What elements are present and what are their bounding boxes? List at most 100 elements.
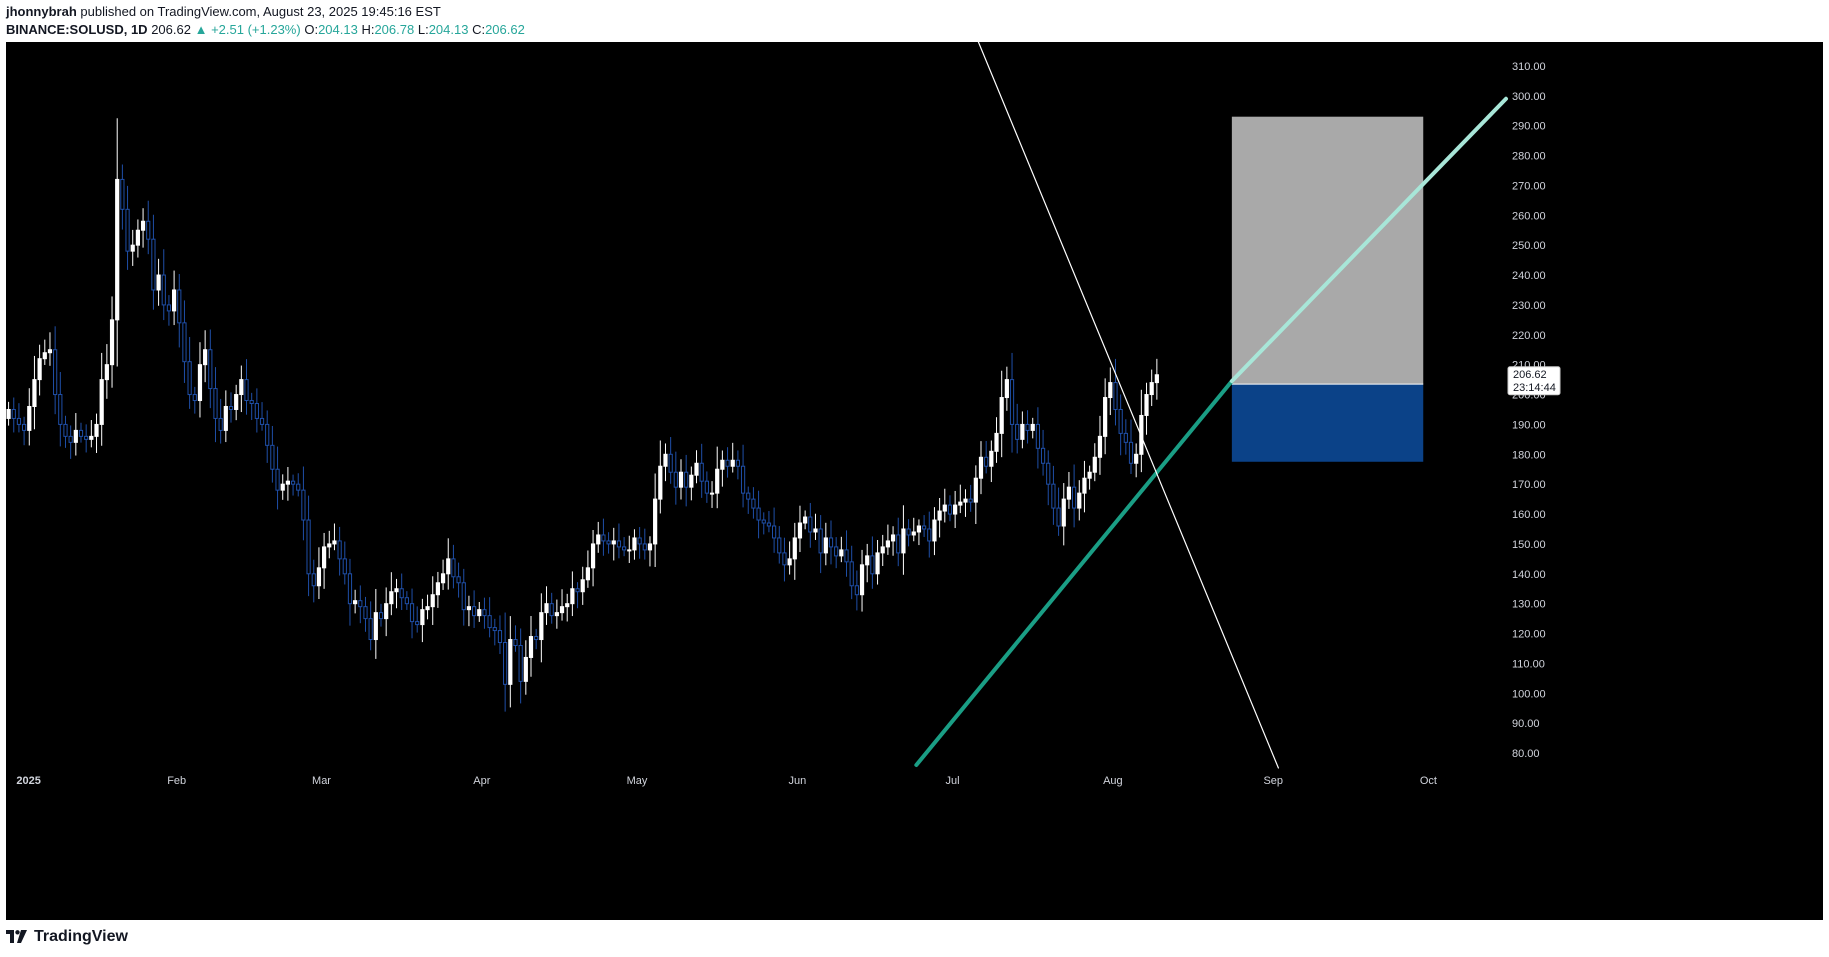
candle[interactable] (575, 582, 580, 609)
candle[interactable] (130, 229, 135, 266)
candle[interactable] (875, 540, 880, 585)
candle[interactable] (792, 522, 797, 580)
candle[interactable] (963, 489, 968, 517)
candle[interactable] (668, 437, 673, 484)
candle[interactable] (523, 640, 528, 695)
candle[interactable] (99, 352, 104, 446)
candle[interactable] (213, 367, 218, 443)
candle[interactable] (885, 524, 890, 555)
candle[interactable] (115, 118, 120, 367)
candle[interactable] (368, 601, 373, 651)
candle[interactable] (192, 386, 197, 414)
candle[interactable] (399, 573, 404, 610)
candle[interactable] (730, 442, 735, 473)
candle[interactable] (342, 541, 347, 585)
candle[interactable] (1123, 419, 1128, 455)
candle[interactable] (896, 517, 901, 567)
trendline-projection[interactable] (1229, 96, 1508, 384)
candle[interactable] (559, 589, 565, 621)
candle[interactable] (865, 543, 870, 583)
candle[interactable] (73, 413, 78, 456)
candle[interactable] (622, 537, 627, 557)
candle[interactable] (1009, 352, 1015, 453)
candle[interactable] (332, 523, 337, 551)
candle[interactable] (409, 588, 415, 639)
candle[interactable] (534, 628, 539, 650)
candle[interactable] (301, 466, 306, 541)
trendline-descending[interactable] (977, 41, 1280, 769)
candle[interactable] (420, 598, 425, 643)
candle[interactable] (735, 450, 740, 480)
candle[interactable] (1061, 483, 1066, 546)
candle[interactable] (849, 545, 854, 600)
candle[interactable] (1056, 487, 1061, 536)
candle[interactable] (544, 586, 549, 625)
candle[interactable] (353, 589, 358, 614)
candle[interactable] (466, 595, 472, 627)
candle[interactable] (389, 572, 394, 616)
candle[interactable] (461, 568, 466, 626)
candle[interactable] (653, 473, 658, 567)
candle[interactable] (978, 441, 984, 495)
candle[interactable] (358, 585, 363, 624)
candle[interactable] (1051, 465, 1056, 525)
candle[interactable] (637, 527, 642, 559)
candle[interactable] (53, 326, 58, 415)
candle[interactable] (818, 515, 823, 574)
candle[interactable] (6, 401, 11, 426)
candle[interactable] (890, 526, 896, 556)
candle[interactable] (482, 597, 487, 629)
candle[interactable] (994, 417, 999, 463)
candle[interactable] (601, 518, 606, 556)
candle[interactable] (777, 526, 782, 564)
candle[interactable] (1035, 407, 1040, 469)
candle[interactable] (1113, 358, 1118, 426)
candle[interactable] (487, 597, 492, 638)
candle[interactable] (1087, 465, 1092, 490)
candle[interactable] (1030, 417, 1035, 439)
candle[interactable] (84, 424, 89, 453)
candle[interactable] (234, 384, 239, 421)
candle[interactable] (1144, 382, 1149, 435)
candle[interactable] (999, 370, 1004, 458)
price-chart[interactable]: 80.00 90.00 100.00 110.00 120.00 130.00 140.00… (6, 41, 1823, 920)
candle[interactable] (922, 515, 927, 537)
candle[interactable] (901, 505, 906, 575)
candle[interactable] (973, 465, 978, 524)
candle[interactable] (430, 576, 435, 625)
candle[interactable] (435, 571, 440, 608)
candle[interactable] (1040, 429, 1046, 476)
candle[interactable] (1072, 464, 1077, 528)
candle[interactable] (616, 523, 622, 559)
candle[interactable] (632, 529, 637, 560)
candle[interactable] (404, 591, 409, 610)
candle[interactable] (58, 372, 63, 447)
candle[interactable] (11, 397, 16, 433)
candle[interactable] (911, 517, 916, 542)
candle[interactable] (109, 296, 115, 388)
candle[interactable] (68, 425, 73, 459)
candle[interactable] (218, 398, 223, 444)
candle[interactable] (751, 487, 756, 519)
candle[interactable] (363, 596, 368, 632)
candle[interactable] (296, 473, 301, 497)
candle[interactable] (1097, 415, 1103, 475)
candle[interactable] (647, 536, 653, 567)
candle[interactable] (477, 601, 482, 622)
target-zone[interactable] (1231, 116, 1424, 385)
candle[interactable] (565, 593, 570, 622)
candle[interactable] (140, 208, 146, 248)
candle[interactable] (834, 537, 839, 569)
candle[interactable] (596, 521, 601, 553)
candle[interactable] (384, 587, 389, 637)
candle[interactable] (446, 538, 451, 590)
candle[interactable] (63, 415, 68, 448)
candle[interactable] (694, 450, 699, 484)
candle[interactable] (259, 402, 265, 431)
candle[interactable] (570, 571, 575, 617)
candle[interactable] (689, 466, 694, 501)
candle[interactable] (720, 450, 725, 487)
candle[interactable] (451, 544, 456, 589)
candle[interactable] (497, 615, 503, 654)
candle[interactable] (311, 559, 316, 603)
